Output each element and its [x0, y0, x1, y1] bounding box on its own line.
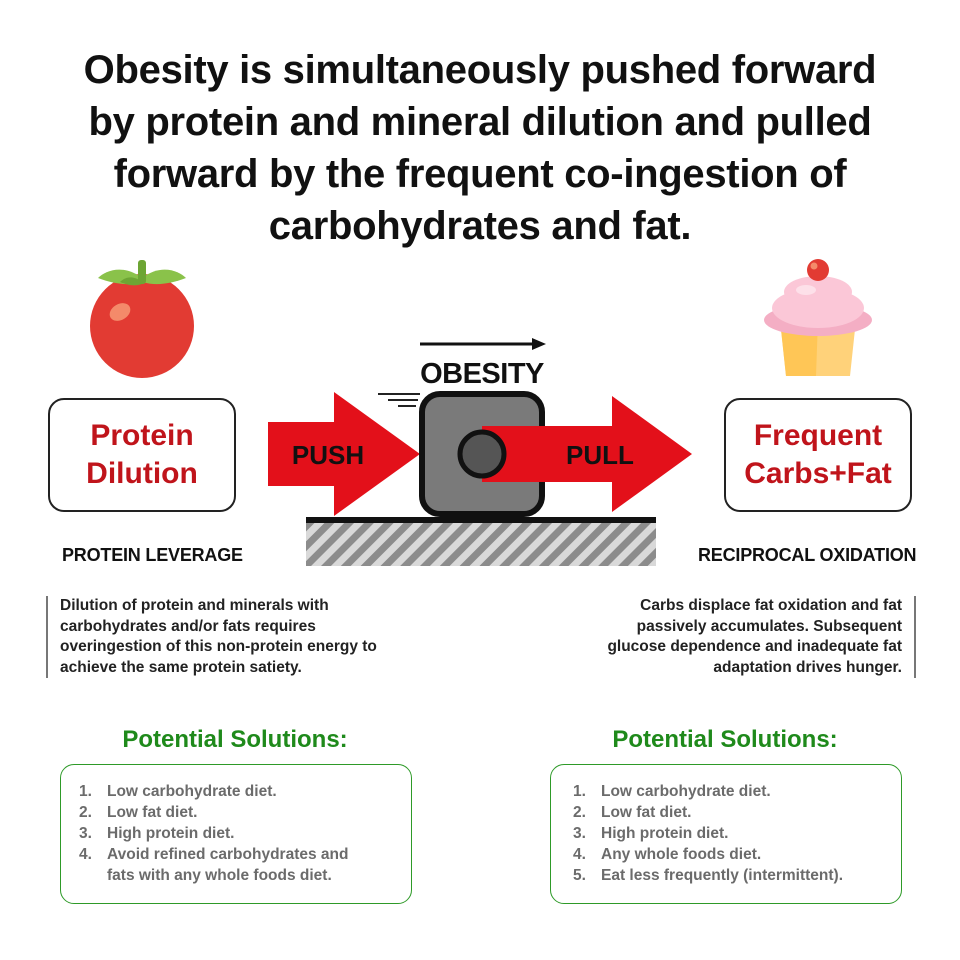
item-number: 3. — [573, 825, 586, 842]
item-text: High protein diet. — [601, 825, 729, 842]
description-line: glucose dependence and inadequate fat — [607, 638, 902, 655]
description-line: overingestion of this non-protein energy… — [60, 638, 377, 655]
item-number: 5. — [573, 867, 586, 884]
infographic-title: Obesity is simultaneously pushed forward… — [40, 44, 920, 252]
item-text: Low carbohydrate diet. — [601, 783, 771, 800]
description-line: Carbs displace fat oxidation and fat — [640, 597, 902, 614]
description-line: Dilution of protein and minerals with — [60, 597, 329, 614]
item-text: Low fat diet. — [107, 804, 198, 821]
list-item: 3. High protein diet. — [79, 823, 411, 844]
item-number: 4. — [573, 846, 586, 863]
push-label: PUSH — [292, 440, 364, 470]
item-number: 1. — [573, 783, 586, 800]
reciprocal-oxidation-label: RECIPROCAL OXIDATION — [698, 545, 917, 565]
right-solutions-box: 1. Low carbohydrate diet. 2. Low fat die… — [550, 764, 902, 904]
title-line: Obesity is simultaneously pushed forward — [83, 48, 877, 92]
item-text: Low fat diet. — [601, 804, 692, 821]
pull-label: PULL — [566, 440, 634, 470]
box-line: Frequent — [753, 419, 883, 452]
item-text: Low carbohydrate diet. — [107, 783, 277, 800]
list-item: 2. Low fat diet. — [573, 802, 901, 823]
hook-knob — [457, 429, 507, 479]
description-line: passively accumulates. Subsequent — [636, 617, 902, 635]
pull-arrow — [482, 396, 692, 512]
item-text: Eat less frequently (intermittent). — [601, 867, 844, 884]
obesity-label: OBESITY — [420, 358, 544, 390]
box-line: Carbs+Fat — [744, 457, 892, 490]
item-number: 4. — [79, 846, 92, 863]
box-line: Protein — [90, 419, 194, 452]
title-line: forward by the frequent co-ingestion of — [113, 152, 847, 196]
tomato-icon — [90, 260, 194, 378]
list-item: 1. Low carbohydrate diet. — [573, 781, 901, 802]
protein-leverage-description: Dilution of protein and minerals with ca… — [46, 596, 430, 678]
cupcake-icon — [764, 259, 872, 376]
left-solutions-title: Potential Solutions: — [122, 726, 348, 753]
box-line: Dilution — [86, 457, 198, 490]
description-line: achieve the same protein satiety. — [60, 658, 302, 676]
protein-leverage-label: PROTEIN LEVERAGE — [62, 545, 243, 565]
item-number: 2. — [573, 804, 586, 821]
motion-lines-icon — [378, 393, 420, 407]
frequent-carbs-fat-box: Frequent Carbs+Fat — [724, 398, 912, 512]
reciprocal-oxidation-description: Carbs displace fat oxidation and fat pas… — [574, 596, 916, 678]
item-number: 3. — [79, 825, 92, 842]
list-item: 2. Low fat diet. — [79, 802, 411, 823]
direction-arrow-icon — [420, 338, 546, 350]
list-item: 4. Any whole foods diet. — [573, 844, 901, 865]
description-line: adaptation drives hunger. — [713, 658, 902, 676]
right-solutions-title: Potential Solutions: — [612, 726, 838, 753]
push-pull-diagram: OBESITY PUSH PULL — [268, 338, 692, 566]
item-number: 1. — [79, 783, 92, 800]
push-arrow — [268, 392, 420, 516]
title-line: by protein and mineral dilution and pull… — [88, 100, 872, 144]
list-item: 4. Avoid refined carbohydrates and fats … — [79, 844, 411, 886]
title-line: carbohydrates and fat. — [268, 204, 692, 248]
description-line: carbohydrates and/or fats requires — [60, 617, 316, 635]
left-solutions-box: 1. Low carbohydrate diet. 2. Low fat die… — [60, 764, 412, 904]
item-text: Any whole foods diet. — [601, 846, 762, 863]
protein-dilution-box: Protein Dilution — [48, 398, 236, 512]
item-text: Avoid refined carbohydrates and fats wit… — [107, 846, 349, 884]
list-item: 5. Eat less frequently (intermittent). — [573, 865, 901, 886]
item-number: 2. — [79, 804, 92, 821]
list-item: 1. Low carbohydrate diet. — [79, 781, 411, 802]
list-item: 3. High protein diet. — [573, 823, 901, 844]
hatched-ground — [306, 520, 656, 566]
item-text: High protein diet. — [107, 825, 235, 842]
